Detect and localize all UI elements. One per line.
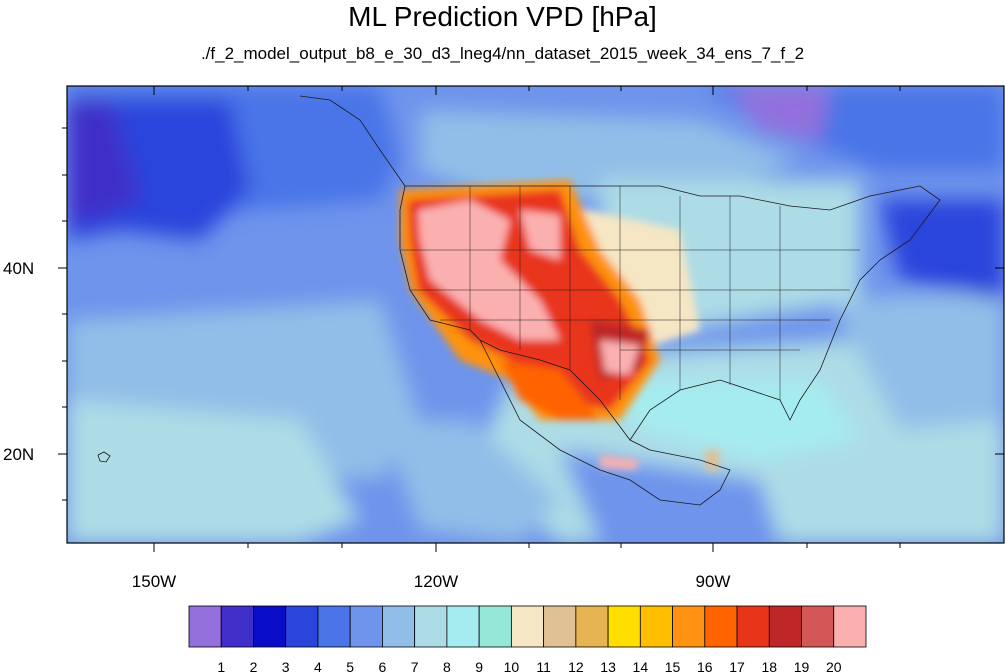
colorbar-tick-label: 6 <box>379 659 387 672</box>
colorbar-swatch <box>639 605 673 648</box>
colorbar-tick-label: 19 <box>794 659 810 672</box>
map-ticks <box>58 86 1004 552</box>
colorbar-swatch <box>543 605 577 648</box>
state-lines <box>400 186 860 400</box>
colorbar-swatch <box>736 605 770 648</box>
colorbar-tick-label: 20 <box>826 659 842 672</box>
colorbar-swatch <box>672 605 706 648</box>
canada-border <box>299 95 406 187</box>
lon-label-90w: 90W <box>695 572 731 591</box>
colorbar-swatch <box>285 605 319 648</box>
colorbar-tick-label: 3 <box>282 659 290 672</box>
colorbar-swatch <box>704 605 738 648</box>
lat-label-40n: 40N <box>3 259 35 278</box>
colorbar-tick-label: 8 <box>443 659 451 672</box>
colorbar-swatch <box>768 605 802 648</box>
colorbar-swatch <box>510 605 545 648</box>
colorbar-tick-label: 13 <box>600 659 616 672</box>
colorbar-tick-label: 5 <box>346 659 354 672</box>
colorbar-tick-label: 2 <box>250 659 258 672</box>
boundaries <box>97 95 941 506</box>
colorbar-tick-label: 12 <box>568 659 584 672</box>
colorbar-swatch <box>253 605 287 648</box>
colorbar-swatch <box>478 605 512 648</box>
colorbar-tick-label: 14 <box>633 659 649 672</box>
colorbar-tick-label: 17 <box>729 659 745 672</box>
colorbar-tick-label: 10 <box>504 659 520 672</box>
mexico-coast <box>479 339 731 506</box>
colorbar-tick-label: 4 <box>314 659 322 672</box>
lat-label-20n: 20N <box>3 445 35 464</box>
colorbar-swatch <box>220 605 254 648</box>
colorbar-swatch <box>382 605 416 648</box>
lon-label-150w: 150W <box>131 572 177 591</box>
colorbar-swatch <box>414 605 448 648</box>
colorbar-swatch <box>575 605 609 648</box>
hawaii <box>97 451 111 463</box>
lon-label-120w: 120W <box>413 572 459 591</box>
colorbar-tick-label: 18 <box>762 659 778 672</box>
map-subtitle: ./f_2_model_output_b8_e_30_d3_lneg4/nn_d… <box>200 44 805 63</box>
colorbar-tick-label: 9 <box>475 659 483 672</box>
colorbar-tick-label: 1 <box>217 659 225 672</box>
colorbar-swatch <box>349 605 383 648</box>
colorbar-swatch <box>833 605 867 648</box>
map-title: ML Prediction VPD [hPa] <box>348 1 657 32</box>
colorbar-tick-label: 11 <box>536 659 551 672</box>
colorbar-swatch <box>188 605 222 648</box>
colorbar-swatch <box>801 605 835 648</box>
colorbar-swatch <box>317 605 351 648</box>
colorbar-tick-label: 7 <box>411 659 419 672</box>
vpd-field <box>67 86 1004 543</box>
colorbar-tick-label: 16 <box>697 659 713 672</box>
us-border <box>399 185 941 441</box>
colorbar-tick-label: 15 <box>665 659 681 672</box>
colorbar: 1 2 3 4 5 6 7 8 9 10 11 12 13 14 15 16 17 18 19 20 <box>188 605 867 672</box>
colorbar-swatch <box>607 605 641 648</box>
colorbar-swatch <box>446 605 480 648</box>
